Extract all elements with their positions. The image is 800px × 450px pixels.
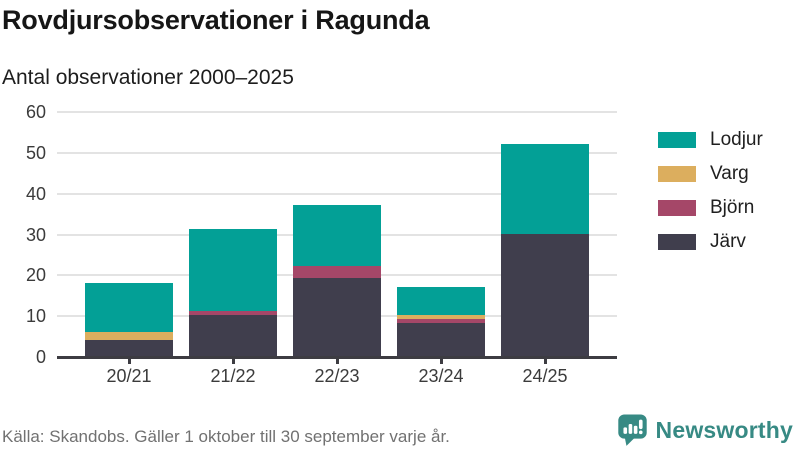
x-tick-label-21/22: 21/22 [210, 366, 256, 386]
bar-segment-Lodjur [85, 282, 173, 332]
plot-area [57, 111, 617, 364]
x-tick [439, 357, 443, 364]
x-tick [543, 357, 547, 364]
legend-item-Varg: Varg [658, 163, 763, 185]
legend-swatch-Järv [658, 234, 696, 250]
gridline-y-40 [57, 192, 617, 195]
bar-segment-Varg [85, 331, 173, 340]
legend-label-Björn: Björn [710, 197, 755, 218]
bar-segment-Björn [397, 319, 485, 324]
bar-segment-Varg [397, 315, 485, 320]
x-tick-label-22/23: 22/23 [314, 366, 360, 386]
bar-segment-Järv [189, 315, 277, 356]
legend-item-Björn: Björn [658, 197, 763, 219]
bar-segment-Björn [189, 311, 277, 316]
legend: Lodjur Varg Björn Järv [658, 129, 763, 265]
x-tick-label-23/24: 23/24 [418, 366, 464, 386]
y-tick-label: 10 [25, 306, 46, 327]
legend-swatch-Lodjur [658, 132, 696, 148]
bar-segment-Järv [501, 233, 589, 356]
bar-segment-Järv [85, 339, 173, 356]
bar-24/25 [501, 143, 589, 356]
y-tick-label: 30 [25, 224, 46, 245]
bar-21/22 [189, 229, 277, 356]
x-tick-label-20/21: 20/21 [106, 366, 152, 386]
chart-title: Rovdjursobservationer i Ragunda [2, 5, 430, 35]
bar-23/24 [397, 286, 485, 356]
chart-subtitle: Antal observationer 2000–2025 [2, 66, 294, 89]
legend-item-Järv: Järv [658, 231, 763, 253]
gridline-y-50 [57, 151, 617, 154]
bar-segment-Järv [397, 323, 485, 356]
x-tick [231, 357, 235, 364]
newsworthy-logo: Newsworthy [617, 413, 793, 447]
y-tick-label: 0 [35, 347, 46, 367]
legend-label-Varg: Varg [710, 163, 749, 184]
x-tick [335, 357, 339, 364]
bar-20/21 [85, 282, 173, 356]
bar-segment-Järv [293, 278, 381, 356]
legend-swatch-Varg [658, 166, 696, 182]
bar-segment-Lodjur [397, 286, 485, 316]
gridline-y-60 [57, 111, 617, 114]
x-tick-label-24/25: 24/25 [522, 366, 568, 386]
source-note: Källa: Skandobs. Gäller 1 oktober till 3… [2, 427, 450, 446]
y-tick-label: 20 [25, 265, 46, 286]
x-axis-line [57, 356, 617, 359]
bar-segment-Björn [293, 266, 381, 279]
y-tick-label: 60 [25, 102, 46, 122]
x-tick [127, 357, 131, 364]
legend-item-Lodjur: Lodjur [658, 129, 763, 151]
bar-segment-Lodjur [293, 204, 381, 267]
bar-segment-Lodjur [189, 229, 277, 312]
newsworthy-wordmark: Newsworthy [655, 416, 793, 443]
bar-segment-Lodjur [501, 143, 589, 234]
y-tick-label: 50 [25, 142, 46, 163]
y-tick-label: 40 [25, 183, 46, 204]
bar-22/23 [293, 204, 381, 356]
legend-label-Järv: Järv [710, 231, 746, 252]
legend-label-Lodjur: Lodjur [710, 129, 763, 150]
newsworthy-bar-chart-bubble-icon [617, 414, 647, 446]
legend-swatch-Björn [658, 200, 696, 216]
